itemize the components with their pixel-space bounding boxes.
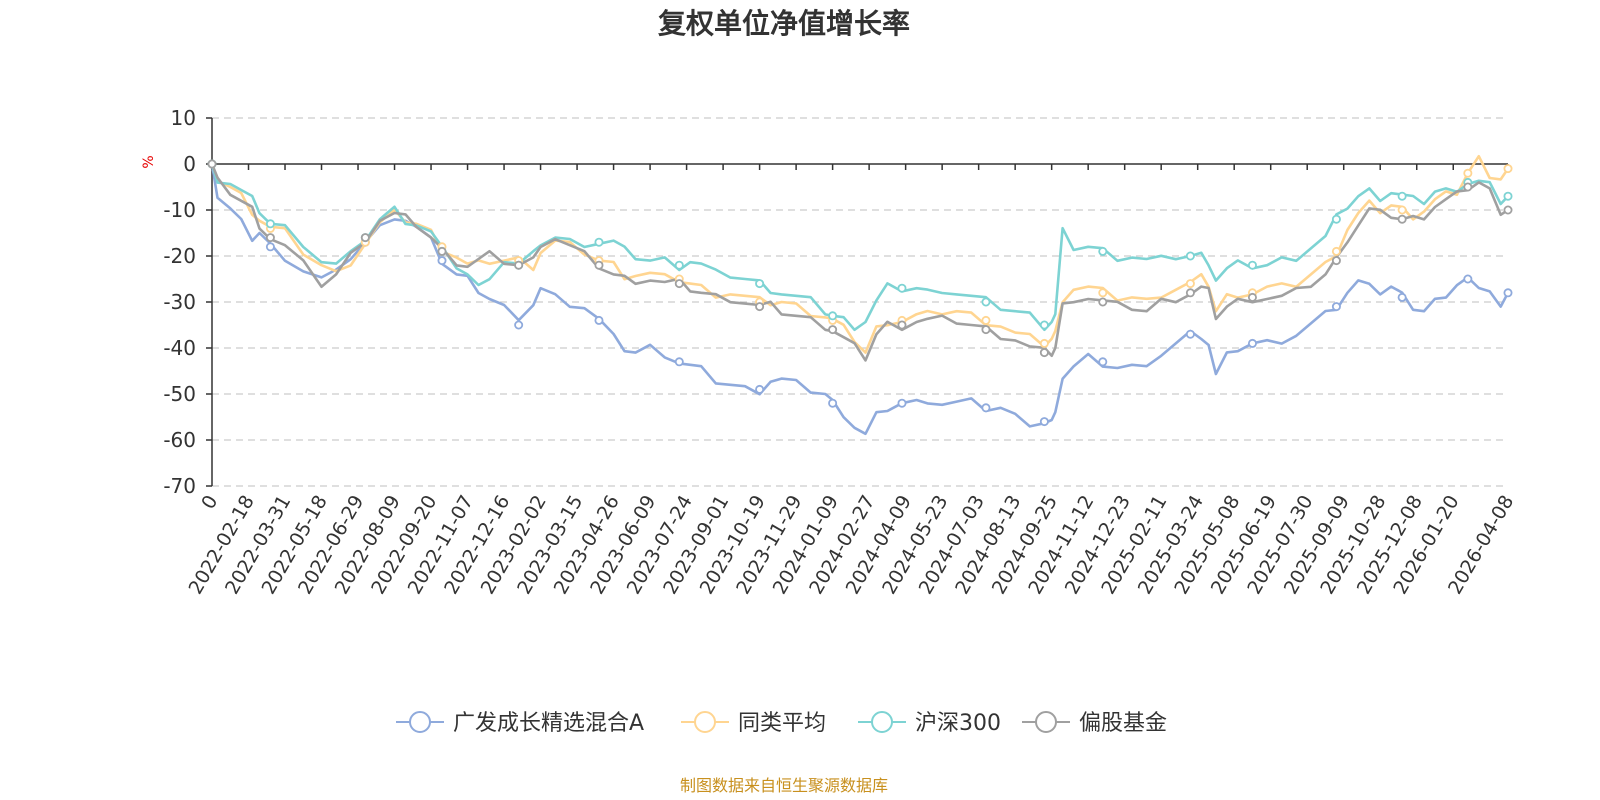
data-point xyxy=(265,242,275,252)
data-point xyxy=(981,325,991,335)
data-point xyxy=(1039,348,1049,358)
y-tick-labels: 10 0 -10 -20 -30 -40 -50 -60 -70 xyxy=(163,106,196,498)
data-point xyxy=(514,260,524,270)
data-point xyxy=(897,320,907,330)
legend-label: 同类平均 xyxy=(738,711,826,736)
data-point xyxy=(1331,246,1341,256)
y-tick-label: -10 xyxy=(163,198,196,222)
axes xyxy=(206,117,1509,487)
data-point xyxy=(674,260,684,270)
data-point xyxy=(1463,182,1473,192)
data-point xyxy=(674,357,684,367)
series-line xyxy=(210,163,1510,436)
data-point xyxy=(1247,338,1257,348)
legend-marker xyxy=(694,711,716,733)
series-line xyxy=(210,154,1510,354)
data-point xyxy=(1185,279,1195,289)
series-lines xyxy=(210,154,1510,436)
data-point xyxy=(1397,205,1407,215)
series-markers xyxy=(207,159,1513,427)
data-point xyxy=(437,246,447,256)
data-point xyxy=(1503,205,1513,215)
data-point xyxy=(828,311,838,321)
data-point xyxy=(1331,256,1341,266)
data-point xyxy=(755,302,765,312)
data-point xyxy=(1247,260,1257,270)
data-point xyxy=(1463,274,1473,284)
data-point xyxy=(755,279,765,289)
data-point xyxy=(1098,246,1108,256)
data-point xyxy=(594,237,604,247)
legend[interactable]: 广发成长精选混合A 同类平均 沪深300 偏股基金 xyxy=(396,711,1167,736)
data-point xyxy=(1098,357,1108,367)
y-axis-unit-label: % xyxy=(141,155,157,168)
y-tick-label: -20 xyxy=(163,244,196,268)
data-point xyxy=(437,256,447,266)
data-point xyxy=(981,297,991,307)
legend-label: 广发成长精选混合A xyxy=(453,711,644,736)
source-note: 制图数据来自恒生聚源数据库 xyxy=(680,776,888,795)
legend-marker xyxy=(871,711,893,733)
data-point xyxy=(1185,251,1195,261)
legend-marker xyxy=(409,711,431,733)
y-tick-label: 10 xyxy=(171,106,196,130)
data-point xyxy=(594,260,604,270)
data-point xyxy=(981,403,991,413)
data-point xyxy=(755,384,765,394)
data-point xyxy=(1463,168,1473,178)
y-tick-label: -70 xyxy=(163,474,196,498)
series-line xyxy=(210,163,1509,332)
data-point xyxy=(1039,417,1049,427)
x-tick-label: 0 xyxy=(197,492,222,513)
data-point xyxy=(1503,191,1513,201)
legend-item[interactable]: 广发成长精选混合A xyxy=(396,711,644,736)
data-point xyxy=(514,320,524,330)
legend-label: 偏股基金 xyxy=(1079,711,1167,736)
data-point xyxy=(1503,288,1513,298)
series-line xyxy=(210,163,1509,362)
data-point xyxy=(674,279,684,289)
data-point xyxy=(1397,214,1407,224)
y-tick-label: -50 xyxy=(163,382,196,406)
y-tick-label: -40 xyxy=(163,336,196,360)
legend-item[interactable]: 沪深300 xyxy=(858,711,1001,736)
data-point xyxy=(828,325,838,335)
data-point xyxy=(1397,292,1407,302)
y-tick-label: 0 xyxy=(183,152,196,176)
data-point xyxy=(897,283,907,293)
legend-item[interactable]: 同类平均 xyxy=(681,711,826,736)
data-point xyxy=(828,398,838,408)
data-point xyxy=(265,219,275,229)
x-tick-labels: 02022-02-182022-03-312022-05-182022-06-2… xyxy=(185,491,1519,598)
data-point xyxy=(1039,338,1049,348)
data-point xyxy=(897,398,907,408)
y-tick-label: -30 xyxy=(163,290,196,314)
data-point xyxy=(1039,320,1049,330)
data-point xyxy=(1098,297,1108,307)
data-point xyxy=(1331,214,1341,224)
data-point xyxy=(265,233,275,243)
data-point xyxy=(981,315,991,325)
data-point xyxy=(1098,288,1108,298)
data-point xyxy=(1185,288,1195,298)
data-point xyxy=(1247,292,1257,302)
chart-title: 复权单位净值增长率 xyxy=(658,7,910,40)
legend-label: 沪深300 xyxy=(915,711,1001,736)
data-point xyxy=(360,233,370,243)
data-point xyxy=(1397,191,1407,201)
data-point xyxy=(594,315,604,325)
y-tick-label: -60 xyxy=(163,428,196,452)
legend-item[interactable]: 偏股基金 xyxy=(1022,711,1167,736)
data-point xyxy=(1503,164,1513,174)
data-point xyxy=(1185,329,1195,339)
data-point xyxy=(207,159,217,169)
data-point xyxy=(1331,302,1341,312)
legend-marker xyxy=(1035,711,1057,733)
